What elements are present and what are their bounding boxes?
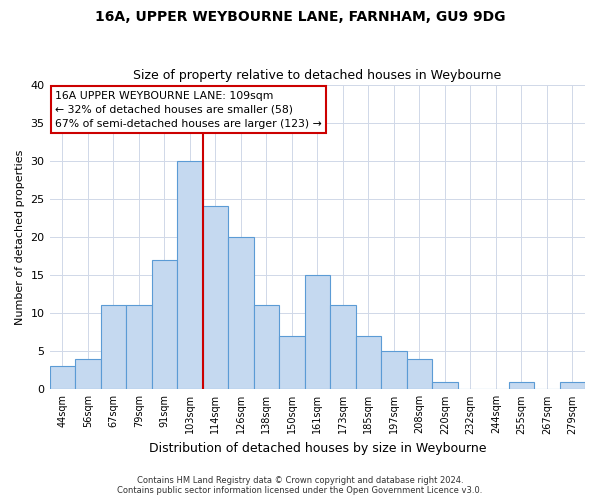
Text: 16A UPPER WEYBOURNE LANE: 109sqm
← 32% of detached houses are smaller (58)
67% o: 16A UPPER WEYBOURNE LANE: 109sqm ← 32% o… bbox=[55, 90, 322, 128]
Bar bbox=[279, 336, 305, 390]
Bar bbox=[509, 382, 534, 390]
Text: Contains HM Land Registry data © Crown copyright and database right 2024.
Contai: Contains HM Land Registry data © Crown c… bbox=[118, 476, 482, 495]
Bar bbox=[75, 359, 101, 390]
Bar bbox=[126, 306, 152, 390]
Bar bbox=[228, 237, 254, 390]
Bar bbox=[560, 382, 585, 390]
Bar bbox=[305, 275, 330, 390]
X-axis label: Distribution of detached houses by size in Weybourne: Distribution of detached houses by size … bbox=[149, 442, 486, 455]
Bar bbox=[152, 260, 177, 390]
Bar bbox=[203, 206, 228, 390]
Bar bbox=[101, 306, 126, 390]
Bar bbox=[381, 351, 407, 390]
Bar bbox=[432, 382, 458, 390]
Y-axis label: Number of detached properties: Number of detached properties bbox=[15, 149, 25, 324]
Bar bbox=[356, 336, 381, 390]
Text: 16A, UPPER WEYBOURNE LANE, FARNHAM, GU9 9DG: 16A, UPPER WEYBOURNE LANE, FARNHAM, GU9 … bbox=[95, 10, 505, 24]
Title: Size of property relative to detached houses in Weybourne: Size of property relative to detached ho… bbox=[133, 69, 502, 82]
Bar bbox=[407, 359, 432, 390]
Bar bbox=[254, 306, 279, 390]
Bar bbox=[330, 306, 356, 390]
Bar bbox=[50, 366, 75, 390]
Bar bbox=[177, 160, 203, 390]
